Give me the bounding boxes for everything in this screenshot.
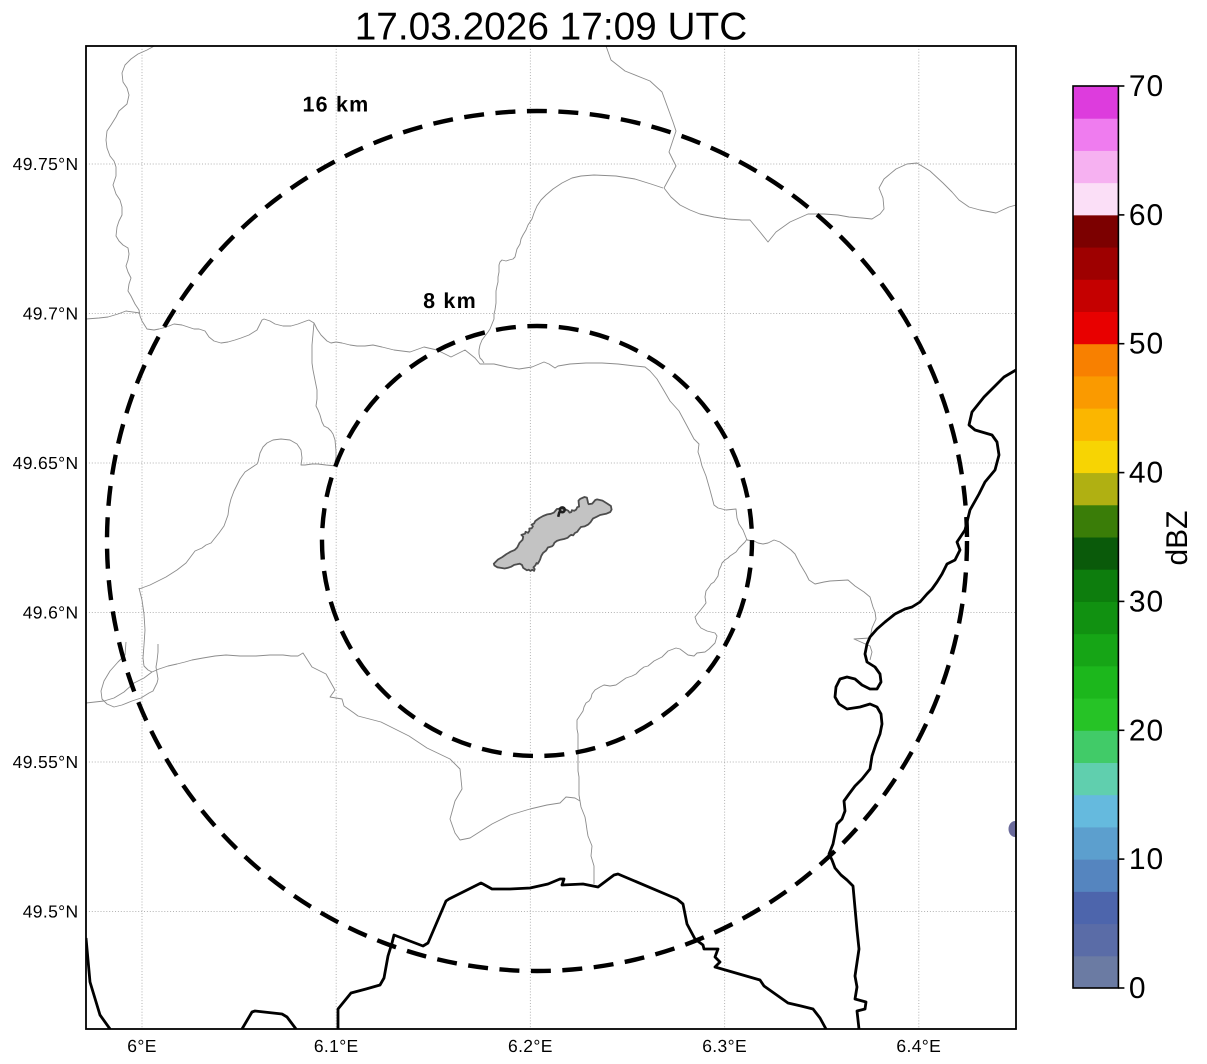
svg-text:49.7°N: 49.7°N [23,304,79,324]
svg-text:6.2°E: 6.2°E [508,1036,553,1056]
svg-text:49.5°N: 49.5°N [23,902,79,922]
svg-text:6.3°E: 6.3°E [702,1036,747,1056]
svg-text:70: 70 [1129,70,1164,103]
svg-text:40: 40 [1129,457,1164,490]
svg-text:10: 10 [1129,843,1164,876]
svg-text:50: 50 [1129,328,1164,361]
svg-text:6.4°E: 6.4°E [896,1036,941,1056]
svg-text:dBZ: dBZ [1161,510,1194,565]
svg-text:8 km: 8 km [423,289,477,313]
svg-text:16 km: 16 km [303,93,370,117]
svg-text:0: 0 [1129,972,1147,1005]
svg-text:49.75°N: 49.75°N [13,154,79,174]
svg-text:20: 20 [1129,714,1164,747]
svg-text:60: 60 [1129,199,1164,232]
svg-text:49.55°N: 49.55°N [13,752,79,772]
svg-text:6°E: 6°E [127,1036,156,1056]
svg-text:17.03.2026 17:09 UTC: 17.03.2026 17:09 UTC [355,6,748,49]
svg-text:30: 30 [1129,585,1164,618]
svg-text:49.6°N: 49.6°N [23,603,79,623]
svg-text:6.1°E: 6.1°E [314,1036,359,1056]
svg-text:49.65°N: 49.65°N [13,453,79,473]
